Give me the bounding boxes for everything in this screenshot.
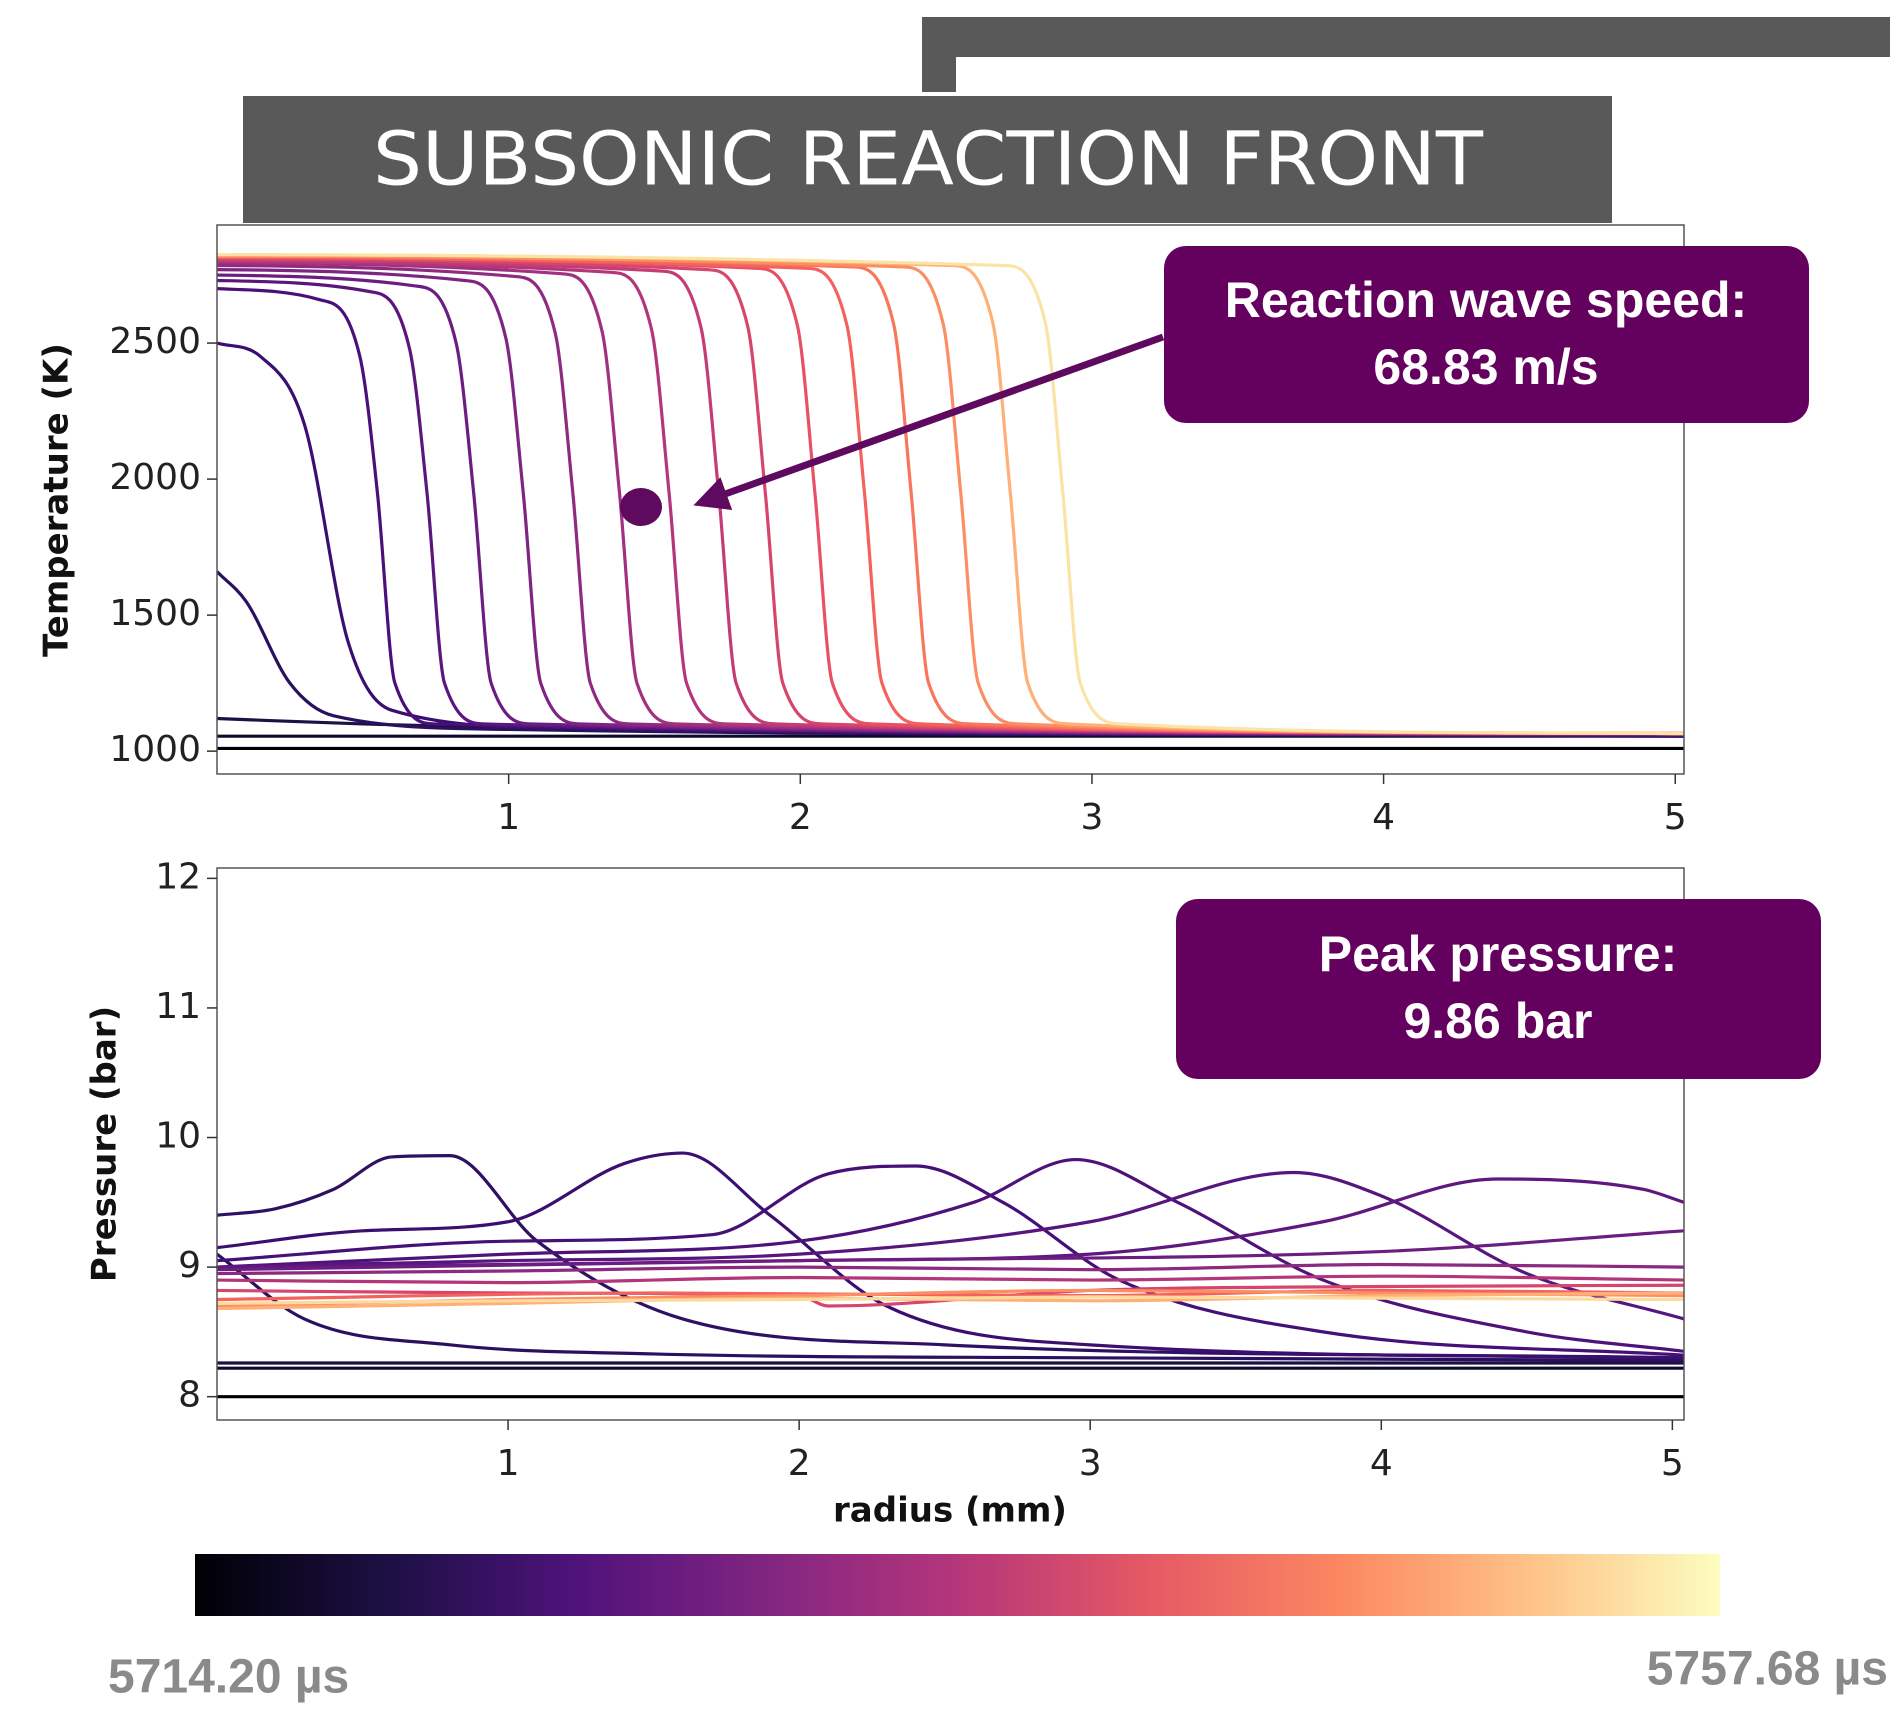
series-line bbox=[217, 1177, 1684, 1269]
y-tick-label: 12 bbox=[155, 856, 201, 897]
series-group bbox=[217, 1151, 1684, 1399]
x-tick-label: 4 bbox=[1370, 1443, 1393, 1484]
x-tick-label: 1 bbox=[497, 1443, 520, 1484]
series-line bbox=[217, 1262, 1684, 1276]
x-tick-label: 1 bbox=[497, 797, 520, 838]
x-tick-label: 3 bbox=[1080, 797, 1103, 838]
series-line bbox=[217, 1274, 1684, 1285]
y-tick-label: 2500 bbox=[109, 321, 201, 362]
top-bar-tab bbox=[922, 17, 956, 92]
series-line bbox=[217, 570, 1684, 738]
colorbar-min-label: 5714.20 µs bbox=[108, 1651, 349, 1704]
callout-box bbox=[1176, 899, 1821, 1079]
series-line bbox=[217, 1157, 1684, 1353]
x-tick-label: 3 bbox=[1079, 1443, 1102, 1484]
callout-text: Reaction wave speed: bbox=[1225, 272, 1747, 328]
callout-box bbox=[1164, 246, 1809, 423]
callout-arrow bbox=[693, 333, 1165, 511]
series-line bbox=[217, 1170, 1684, 1321]
x-tick-label: 2 bbox=[789, 797, 812, 838]
callout-text: Peak pressure: bbox=[1319, 926, 1678, 982]
series-line bbox=[217, 1229, 1684, 1272]
x-axis-label: radius (mm) bbox=[833, 1491, 1067, 1531]
top-bar bbox=[922, 17, 1890, 57]
slide-title: SUBSONIC REACTION FRONT bbox=[373, 117, 1484, 203]
x-tick-label: 5 bbox=[1661, 1443, 1684, 1484]
plot-frame bbox=[216, 867, 1685, 1421]
plot-frame bbox=[216, 224, 1685, 775]
series-line bbox=[217, 1164, 1684, 1357]
title-box bbox=[243, 96, 1612, 223]
series-line bbox=[217, 1288, 1684, 1302]
x-tick-label: 2 bbox=[788, 1443, 811, 1484]
callout-dot bbox=[620, 488, 662, 526]
series-line bbox=[217, 1151, 1684, 1360]
callout-text: 68.83 m/s bbox=[1373, 339, 1598, 395]
y-tick-label: 11 bbox=[155, 986, 201, 1027]
y-tick-label: 8 bbox=[178, 1375, 201, 1416]
colorbar-max-label: 5757.68 µs bbox=[1647, 1643, 1888, 1696]
callout-text: 9.86 bar bbox=[1403, 993, 1592, 1049]
series-line bbox=[217, 1295, 1684, 1305]
y-tick-label: 2000 bbox=[109, 457, 201, 498]
series-line bbox=[217, 253, 1684, 736]
x-tick-label: 5 bbox=[1664, 797, 1687, 838]
y-tick-label: 1000 bbox=[109, 729, 201, 770]
y-axis-label: Pressure (bar) bbox=[85, 1006, 125, 1282]
x-tick-label: 4 bbox=[1372, 797, 1395, 838]
series-group bbox=[217, 253, 1684, 751]
series-line bbox=[217, 1252, 1684, 1362]
y-axis-label: Temperature (K) bbox=[37, 343, 77, 657]
colorbar bbox=[195, 1554, 1720, 1616]
y-tick-label: 9 bbox=[178, 1245, 201, 1286]
y-tick-label: 1500 bbox=[109, 593, 201, 634]
y-tick-label: 10 bbox=[155, 1116, 201, 1157]
temperature-chart: 1 2 3 4 5 1000 1500 2000 2500 bbox=[109, 224, 1687, 838]
